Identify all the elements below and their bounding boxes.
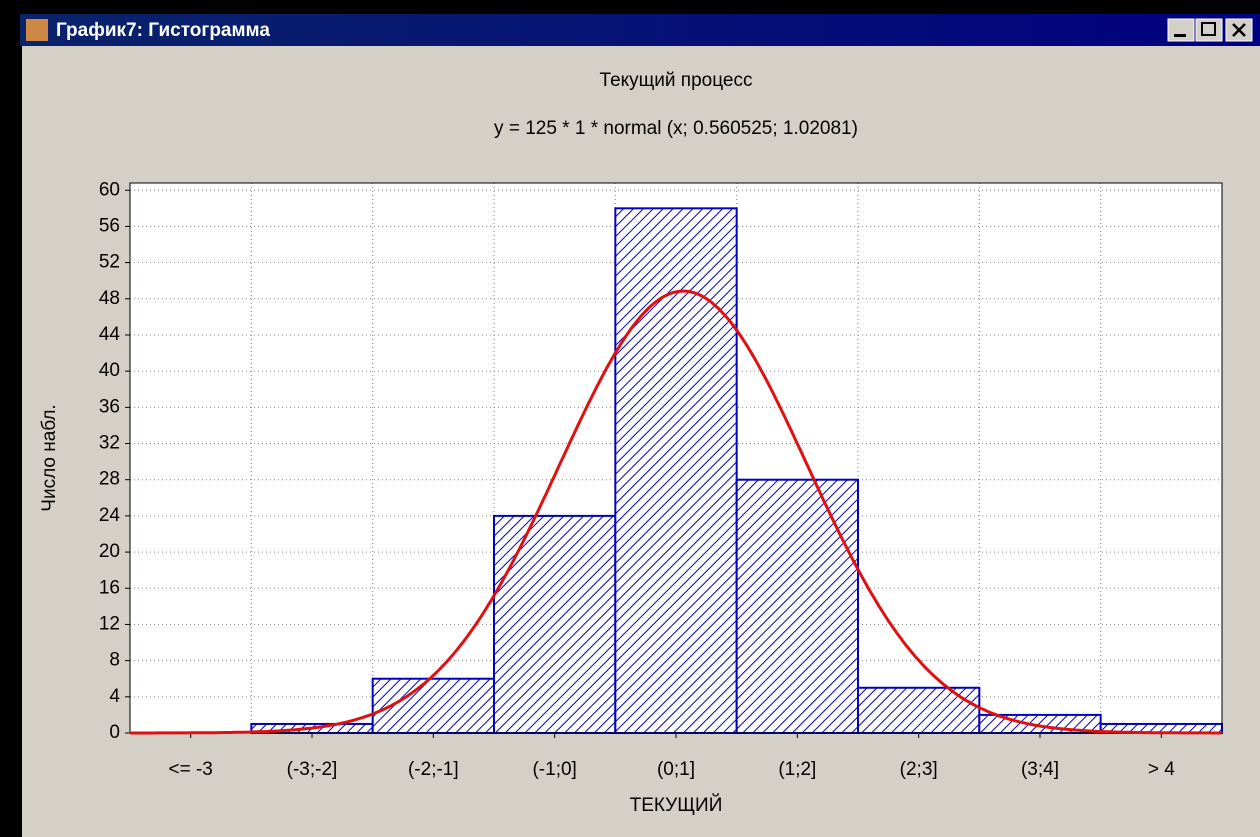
- bar: [493, 514, 617, 734]
- fit-curve: [130, 289, 1222, 735]
- maximize-icon: [1201, 22, 1216, 36]
- close-icon: [1232, 23, 1246, 37]
- chart-title: Текущий процесс: [600, 70, 753, 91]
- app-icon: [26, 19, 48, 41]
- window-title: График7: Гистограмма: [56, 20, 270, 41]
- y-tick-label: 28: [99, 469, 120, 490]
- x-tick-label: (0;1]: [657, 759, 695, 780]
- x-tick-label: (2;3]: [900, 759, 938, 780]
- bar: [614, 207, 738, 735]
- x-tick-label: (-1;0]: [532, 759, 576, 780]
- minimize-button[interactable]: [1167, 18, 1195, 42]
- x-tick-label: > 4: [1148, 759, 1175, 780]
- y-tick-label: 4: [109, 686, 120, 707]
- x-tick-label: (-3;-2]: [287, 759, 338, 780]
- y-axis-label: Число набл.: [39, 404, 60, 511]
- y-tick-label: 32: [99, 433, 120, 454]
- window-buttons: [1167, 18, 1253, 42]
- y-tick-label: 44: [99, 324, 121, 345]
- x-tick-label: (3;4]: [1021, 759, 1059, 780]
- y-tick-label: 56: [99, 215, 120, 236]
- bar: [735, 478, 860, 735]
- x-axis-label: ТЕКУЩИЙ: [630, 794, 723, 816]
- x-tick-label: <= -3: [168, 759, 212, 780]
- y-tick-label: 52: [99, 252, 120, 273]
- chart-subtitle: y = 125 * 1 * normal (x; 0.560525; 1.020…: [494, 118, 858, 139]
- plot-frame: [129, 182, 1223, 734]
- y-tick-label: 60: [99, 179, 120, 200]
- y-tick-label: 16: [99, 577, 120, 598]
- y-tick-label: 20: [99, 541, 120, 562]
- y-tick-label: 40: [99, 360, 120, 381]
- x-tick-label: (1;2]: [778, 759, 816, 780]
- y-tick-label: 0: [109, 722, 120, 743]
- minimize-icon: [1174, 34, 1186, 37]
- y-tick-label: 24: [99, 505, 121, 526]
- y-tick-label: 12: [99, 613, 120, 634]
- x-tick-label: (-2;-1]: [408, 759, 459, 780]
- title-bar: [20, 14, 1260, 46]
- y-tick-label: 36: [99, 396, 120, 417]
- bar: [857, 686, 981, 734]
- y-tick-label: 48: [99, 288, 120, 309]
- y-tick-label: 8: [109, 650, 120, 671]
